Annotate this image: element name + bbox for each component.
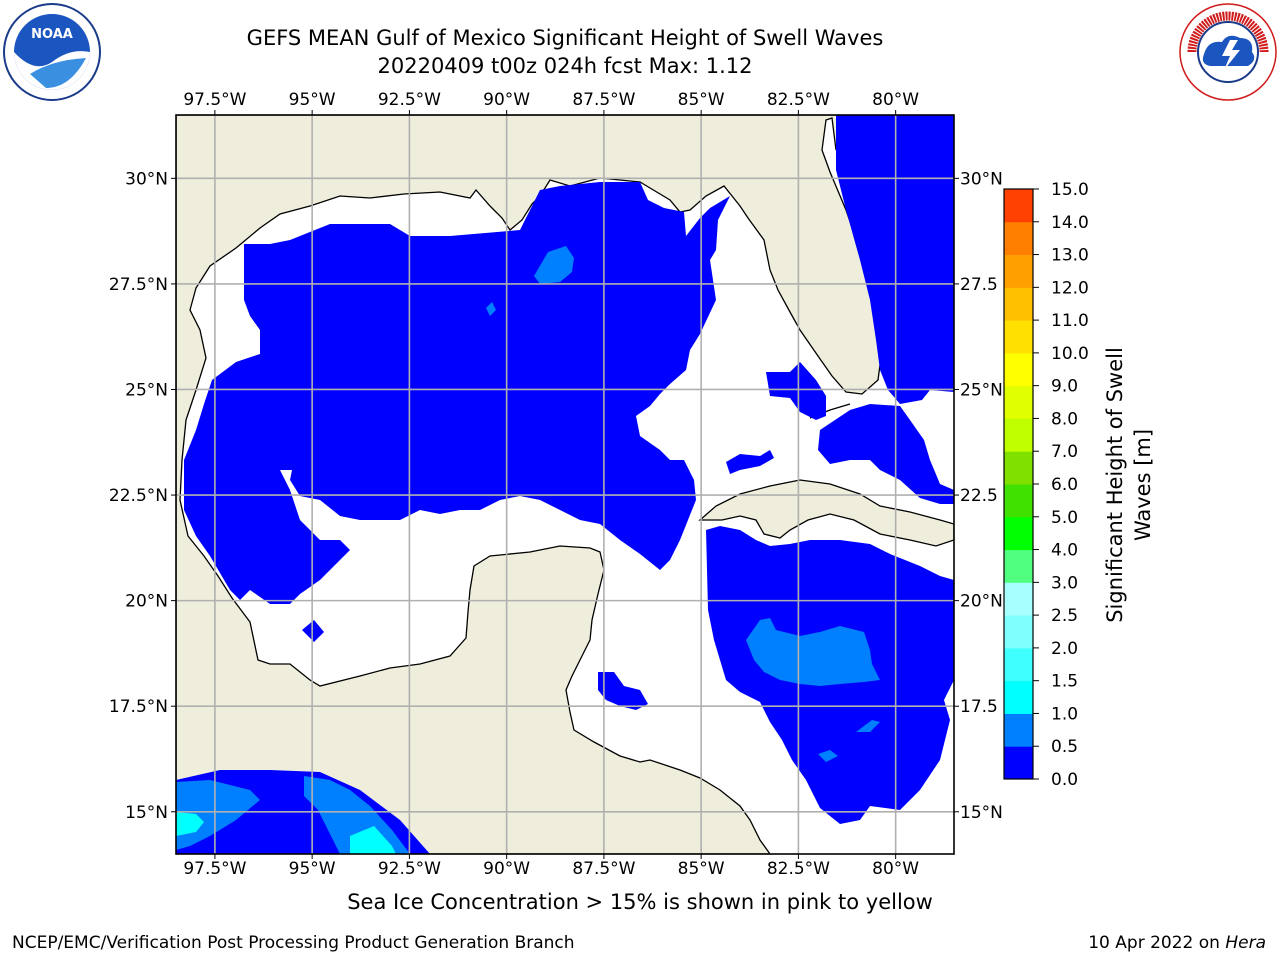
colorbar-segment [1004, 451, 1033, 485]
colorbar-segment [1004, 484, 1033, 518]
lat-tick-label-right: 30°N [960, 169, 1003, 189]
colorbar-segment [1004, 352, 1033, 387]
lon-tick-label-top: 92.5°W [378, 90, 441, 110]
lon-tick-label-bottom: 87.5°W [572, 859, 635, 879]
colorbar-tick-label: 6.0 [1051, 475, 1078, 495]
colorbar-tick-label: 3.0 [1051, 573, 1078, 593]
lon-tick-label-bottom: 95°W [289, 859, 336, 879]
lat-tick-label-left: 27.5°N [109, 275, 168, 295]
lon-tick-label-top: 85°W [678, 90, 725, 110]
colorbar-segment [1004, 385, 1033, 419]
lat-tick-label-left: 22.5°N [109, 486, 168, 506]
lon-tick-label-top: 80°W [872, 90, 919, 110]
colorbar-segment [1004, 221, 1033, 256]
footer-credit: NCEP/EMC/Verification Post Processing Pr… [12, 933, 575, 953]
map-subtitle: 20220409 t00z 024h fcst Max: 1.12 [377, 54, 753, 78]
lat-tick-label-left: 30°N [125, 169, 168, 189]
lat-tick-label-left: 15°N [125, 803, 168, 823]
footer-date-text: 10 Apr 2022 on [1088, 933, 1220, 953]
colorbar-segment [1004, 418, 1033, 452]
colorbar-tick-label: 0.5 [1051, 737, 1078, 757]
lon-tick-label-top: 82.5°W [767, 90, 830, 110]
swell-region-mid [176, 246, 880, 854]
footer-date: 10 Apr 2022 on Hera [1088, 933, 1266, 953]
colorbar-tick-label: 14.0 [1051, 213, 1089, 233]
colorbar-segment [1004, 189, 1033, 223]
lon-tick-label-bottom: 82.5°W [767, 859, 830, 879]
noaa-logo-icon: NOAA [3, 3, 101, 101]
lon-tick-label-bottom: 97.5°W [183, 859, 246, 879]
latitude-labels-left: 30°N 27.5°N 25°N 22.5°N 20°N 17.5°N 15°N [109, 169, 168, 822]
lon-tick-label-top: 87.5°W [572, 90, 635, 110]
colorbar-segment [1004, 549, 1033, 583]
colorbar-tick-label: 2.0 [1051, 639, 1078, 659]
colorbar-tick-label: 2.5 [1051, 606, 1078, 626]
colorbar-tick-label: 0.0 [1051, 770, 1078, 790]
colorbar-tick-label: 1.5 [1051, 672, 1078, 692]
lat-tick-label-right: 22.5 [960, 486, 998, 506]
lat-tick-label-left: 17.5°N [109, 697, 168, 717]
colorbar-label-line2: Waves [m] [1131, 429, 1155, 541]
colorbar-segment [1004, 582, 1033, 616]
lon-tick-label-bottom: 92.5°W [378, 859, 441, 879]
colorbar-segment [1004, 287, 1033, 321]
lon-tick-label-bottom: 90°W [483, 859, 530, 879]
footer-host: Hera [1225, 933, 1266, 953]
colorbar-tick-label: 7.0 [1051, 442, 1078, 462]
colorbar-tick-label: 15.0 [1051, 180, 1089, 200]
lon-tick-label-top: 95°W [289, 90, 336, 110]
colorbar-tick-label: 8.0 [1051, 409, 1078, 429]
colorbar-tick-label: 9.0 [1051, 377, 1078, 397]
lat-tick-label-right: 27.5 [960, 275, 998, 295]
lat-tick-label-right: 25°N [960, 380, 1003, 400]
colorbar-segment [1004, 615, 1033, 649]
lat-tick-label-right: 15°N [960, 803, 1003, 823]
lat-tick-label-left: 25°N [125, 380, 168, 400]
svg-text:NOAA: NOAA [31, 27, 73, 42]
colorbar-label-line1: Significant Height of Swell [1103, 347, 1127, 623]
lon-tick-label-top: 90°W [483, 90, 530, 110]
colorbar-segment [1004, 516, 1033, 551]
colorbar-segment [1004, 680, 1033, 714]
lon-tick-label-bottom: 80°W [872, 859, 919, 879]
sea-ice-caption: Sea Ice Concentration > 15% is shown in … [347, 890, 933, 914]
colorbar-tick-label: 10.0 [1051, 344, 1089, 364]
lon-tick-label-bottom: 85°W [678, 859, 725, 879]
colorbar-tick-label: 11.0 [1051, 311, 1089, 331]
longitude-labels-bottom: 97.5°W 95°W 92.5°W 90°W 87.5°W 85°W 82.5°W 80°W [183, 859, 919, 879]
colorbar-segment [1004, 320, 1033, 354]
lat-tick-label-right: 17.5 [960, 697, 998, 717]
colorbar-tick-label: 1.0 [1051, 704, 1078, 724]
latitude-labels-right: 30°N 27.5 25°N 22.5 20°N 17.5 15°N [960, 169, 1003, 822]
colorbar-segment [1004, 746, 1033, 780]
longitude-labels-top: 97.5°W 95°W 92.5°W 90°W 87.5°W 85°W 82.5°W 80°W [183, 90, 919, 110]
colorbar-tick-label: 12.0 [1051, 278, 1089, 298]
map-title: GEFS MEAN Gulf of Mexico Significant Hei… [246, 26, 884, 50]
colorbar-segment [1004, 713, 1033, 747]
lat-tick-label-right: 20°N [960, 592, 1003, 612]
colorbar-tick-label: 5.0 [1051, 508, 1078, 528]
colorbar-segment [1004, 647, 1033, 682]
map-gridlines [176, 115, 954, 854]
colorbar-tick-label: 4.0 [1051, 541, 1078, 561]
nws-logo-icon [1179, 3, 1277, 101]
colorbar-tick-label: 13.0 [1051, 246, 1089, 266]
colorbar-segment [1004, 254, 1033, 288]
swell-region-high [176, 812, 396, 854]
map-frame [175, 114, 955, 855]
lon-tick-label-top: 97.5°W [183, 90, 246, 110]
lat-tick-label-left: 20°N [125, 592, 168, 612]
